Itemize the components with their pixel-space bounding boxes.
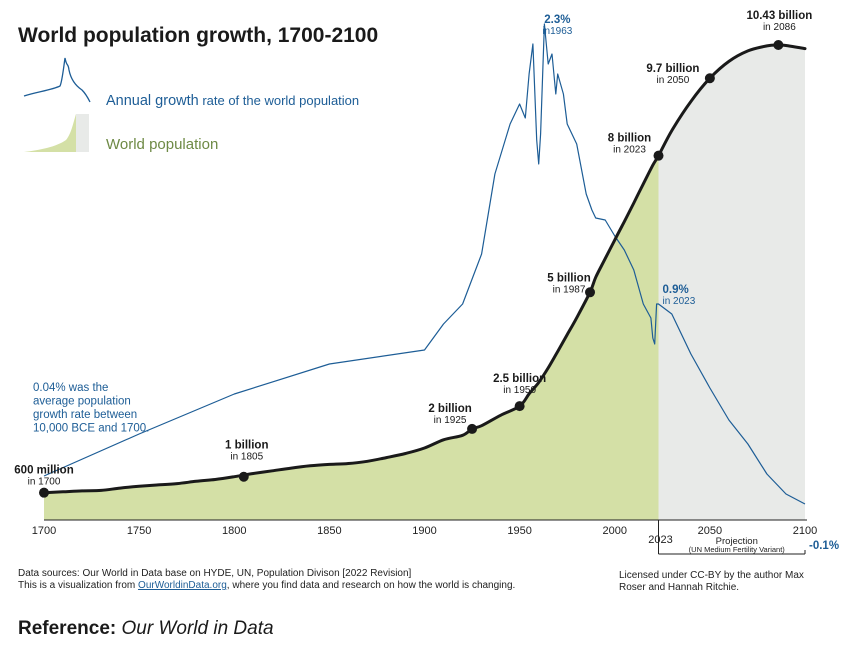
legend-growth-label: Annual growth rate of the world populati… <box>106 93 359 109</box>
milestone-year: in 1700 <box>28 477 61 488</box>
growth-2100-value: -0.1% <box>809 540 839 552</box>
footer-sources-block: Data sources: Our World in Data base on … <box>18 568 515 592</box>
reference: Reference: Our World in Data <box>18 618 274 639</box>
growth-note-line: growth rate between <box>33 409 137 421</box>
x-tick-label: 1850 <box>317 525 341 537</box>
projection-start-label: 2023 <box>648 534 672 546</box>
milestone-year: in 1987 <box>553 284 586 295</box>
milestone-year: in 2023 <box>613 145 646 156</box>
milestone-point <box>585 287 596 298</box>
x-tick-label: 2000 <box>603 525 627 537</box>
x-tick-label: 2050 <box>698 525 722 537</box>
milestone-point <box>39 487 49 498</box>
owid-link[interactable]: OurWorldinData.org <box>138 580 227 591</box>
milestone-year: in 1805 <box>230 452 263 463</box>
milestone-year: in 2050 <box>656 75 689 86</box>
growth-2023-year: in 2023 <box>663 296 696 307</box>
projection-area <box>658 44 805 520</box>
milestone-point <box>653 150 664 161</box>
x-tick-label: 1900 <box>412 525 436 537</box>
projection-label: Projection <box>716 536 758 547</box>
growth-note-line: 10,000 BCE and 1700. <box>33 423 149 435</box>
footer-sources: Data sources: Our World in Data base on … <box>18 568 412 579</box>
legend-growth-icon <box>23 57 91 103</box>
legend-population-label: World population <box>106 136 218 153</box>
projection-sublabel: (UN Medium Fertility Variant) <box>689 545 786 554</box>
milestone-point <box>467 423 478 434</box>
x-tick-label: 1750 <box>127 525 151 537</box>
milestone-value: 600 million <box>14 465 73 477</box>
x-tick-label: 1950 <box>507 525 531 537</box>
milestone-value: 1 billion <box>225 440 268 452</box>
legend-population-icon <box>24 114 76 152</box>
milestone-point <box>238 471 249 482</box>
milestone-value: 8 billion <box>608 133 651 145</box>
population-line <box>42 43 807 495</box>
x-tick-label: 2100 <box>793 525 817 537</box>
milestone-point <box>514 401 525 412</box>
milestone-value: 2 billion <box>428 403 471 415</box>
x-tick-label: 1700 <box>32 525 56 537</box>
milestone-value: 5 billion <box>547 272 590 284</box>
milestone-year: in 2086 <box>763 22 796 33</box>
growth-peak-year: in1963 <box>542 26 572 37</box>
x-tick-label: 1800 <box>222 525 246 537</box>
footer-license: Licensed under CC-BY by the author Max R… <box>619 570 804 593</box>
milestone-point <box>704 73 715 84</box>
milestone-value: 2.5 billion <box>493 373 546 385</box>
milestone-point <box>773 40 784 50</box>
milestone-value: 10.43 billion <box>746 10 812 22</box>
population-area <box>44 155 659 520</box>
growth-note-line: 0.04% was the <box>33 382 108 394</box>
milestone-value: 9.7 billion <box>646 63 699 75</box>
legend-projection-icon <box>76 114 89 152</box>
growth-rate-line <box>43 23 806 505</box>
growth-peak-value: 2.3% <box>544 14 570 26</box>
chart-title: World population growth, 1700-2100 <box>18 24 378 47</box>
footer-visualization: This is a visualization from OurWorldinD… <box>18 580 516 591</box>
growth-2023-value: 0.9% <box>663 284 689 296</box>
growth-note-line: average population <box>33 396 131 408</box>
milestone-year: in 1925 <box>434 415 467 426</box>
milestone-year: in 1950 <box>503 385 536 396</box>
